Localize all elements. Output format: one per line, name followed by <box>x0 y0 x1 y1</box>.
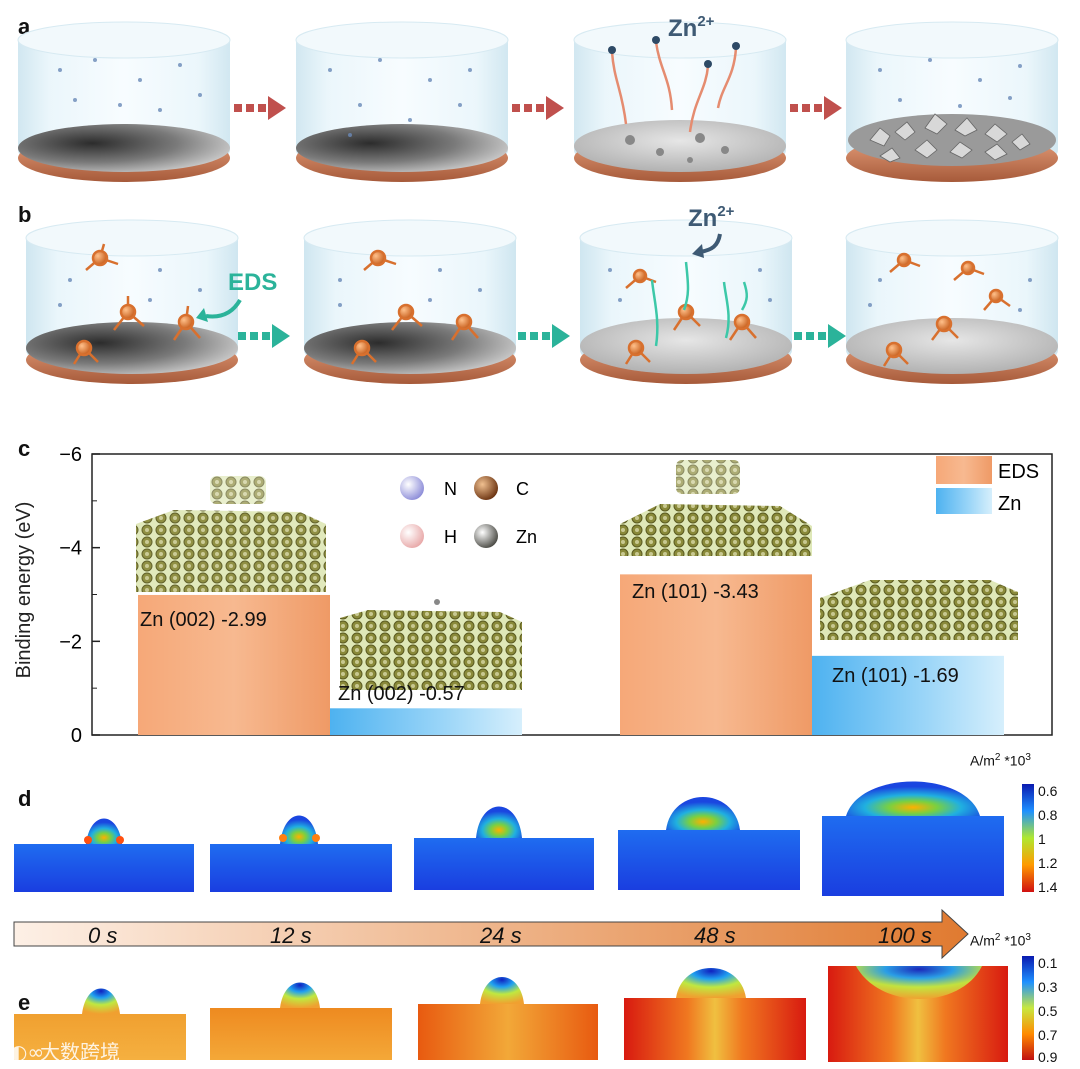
zn-ion-label-b: Zn2+ <box>688 203 735 232</box>
map-d-12s <box>210 815 392 892</box>
watermark-logo-icon: ◐∞ <box>10 1040 45 1064</box>
arrow-a3 <box>790 96 842 120</box>
current-density-maps: 0.6 0.8 1 1.2 1.4 <box>14 781 1058 896</box>
unit-label-e: A/m2 *103 <box>970 932 1031 949</box>
time-label-24s: 24 s <box>479 923 522 948</box>
bar-zn-0 <box>330 708 522 735</box>
beaker-b4 <box>845 219 1059 384</box>
bar-eds-1 <box>620 574 812 735</box>
svg-text:0.9: 0.9 <box>1038 1049 1058 1065</box>
water-molecules-a <box>58 58 1022 137</box>
svg-text:0.3: 0.3 <box>1038 979 1058 995</box>
bar-label-eds-101: Zn (101) -3.43 <box>632 581 759 603</box>
colorbar-d-ticks: 0.6 0.8 1 1.2 1.4 <box>1038 783 1058 895</box>
watermark: ◐∞大数跨境 <box>10 1040 120 1064</box>
bar-zn-1 <box>812 655 1004 735</box>
time-label-0s: 0 s <box>88 923 117 948</box>
time-arrow: 0 s 12 s 24 s 48 s 100 s <box>13 908 969 960</box>
panel-label-e: e <box>18 990 31 1015</box>
panel-label-d: d <box>18 786 32 811</box>
zn-ion-label-a: Zn2+ <box>668 13 715 42</box>
panel-label-c: c <box>18 436 31 461</box>
svg-text:0.1: 0.1 <box>1038 955 1058 971</box>
ion-paths-b <box>650 261 748 347</box>
svg-text:0.8: 0.8 <box>1038 807 1058 823</box>
structure-eds-002 <box>136 476 326 592</box>
arrow-a2 <box>512 96 564 120</box>
beaker-b1 <box>25 219 239 384</box>
y-tick-label: 0 <box>71 725 82 747</box>
svg-text:1.2: 1.2 <box>1038 855 1058 871</box>
atom-zn-icon <box>474 524 498 548</box>
map-e-12s <box>210 982 392 1060</box>
beaker-a3 <box>573 21 787 182</box>
ion-balls-a <box>608 36 740 68</box>
map-e-100s <box>828 966 1008 1062</box>
y-tick-label: −4 <box>59 538 82 560</box>
eds-molecules <box>72 243 1011 367</box>
map-e-48s <box>624 968 806 1060</box>
series-legend: EDS Zn <box>936 456 1039 515</box>
arrow-b3 <box>794 324 846 348</box>
structure-zn-002 <box>340 599 522 690</box>
panel-label-b: b <box>18 202 32 227</box>
y-tick-label: −6 <box>59 444 82 466</box>
svg-text:0.7: 0.7 <box>1038 1027 1058 1043</box>
map-d-0s <box>14 818 194 892</box>
map-e-0s <box>14 988 186 1060</box>
binding-energy-chart: −6 −4 −2 0 Binding energy (eV) Zn (002) -2.… <box>13 444 1053 747</box>
bar-label-eds-002: Zn (002) -2.99 <box>140 609 267 631</box>
structure-eds-101 <box>620 460 812 556</box>
deposition-schematic: Zn2+ <box>17 13 1059 384</box>
map-d-100s <box>822 781 1004 896</box>
arrow-b1 <box>238 324 290 348</box>
svg-text:0.6: 0.6 <box>1038 783 1058 799</box>
structure-zn-101 <box>820 580 1018 640</box>
beaker-a1 <box>17 21 231 182</box>
bar-eds-0 <box>138 594 330 735</box>
bars <box>138 574 1004 735</box>
time-label-48s: 48 s <box>694 923 736 948</box>
bar-label-zn-002: Zn (002) -0.57 <box>338 683 465 705</box>
y-ticks: −6 −4 −2 0 <box>59 444 100 747</box>
svg-text:1: 1 <box>1038 831 1046 847</box>
eds-label: EDS <box>228 269 277 296</box>
atom-c-icon <box>474 476 498 500</box>
arrow-b2 <box>518 324 570 348</box>
atom-h-icon <box>400 524 424 548</box>
legend-label-zn: Zn <box>998 493 1021 515</box>
colorbar-e <box>1022 956 1034 1060</box>
colorbar-e-ticks: 0.1 0.3 0.5 0.7 0.9 <box>1038 955 1058 1065</box>
map-d-48s <box>618 797 800 890</box>
atom-legend-zn: Zn <box>516 527 537 547</box>
time-label-12s: 12 s <box>270 923 312 948</box>
svg-text:1.4: 1.4 <box>1038 879 1058 895</box>
time-label-100s: 100 s <box>878 923 932 948</box>
beaker-b2 <box>303 219 517 384</box>
atom-n-icon <box>400 476 424 500</box>
svg-text:0.5: 0.5 <box>1038 1003 1058 1019</box>
atom-legend-n: N <box>444 479 457 499</box>
atom-legend-c: C <box>516 479 529 499</box>
water-molecules-b <box>58 268 1032 312</box>
arrow-a1 <box>234 96 286 120</box>
eds-pointer-arrow <box>205 298 242 319</box>
map-d-24s <box>414 806 594 890</box>
beaker-a2 <box>295 21 509 182</box>
atom-legend-h: H <box>444 527 457 547</box>
map-e-24s <box>418 977 598 1060</box>
y-axis-label: Binding energy (eV) <box>13 502 35 679</box>
beaker-a4 <box>845 21 1059 182</box>
legend-swatch-zn <box>936 488 992 514</box>
atom-legend: N C H Zn <box>400 476 537 548</box>
concentration-maps: 0.1 0.3 0.5 0.7 0.9 <box>14 955 1058 1065</box>
ion-paths-a <box>610 41 738 133</box>
legend-swatch-eds <box>936 456 992 484</box>
legend-label-eds: EDS <box>998 461 1039 483</box>
unit-label-d: A/m2 *103 <box>970 752 1031 769</box>
bar-label-zn-101: Zn (101) -1.69 <box>832 665 959 687</box>
y-tick-label: −2 <box>59 631 82 653</box>
colorbar-d <box>1022 784 1034 892</box>
